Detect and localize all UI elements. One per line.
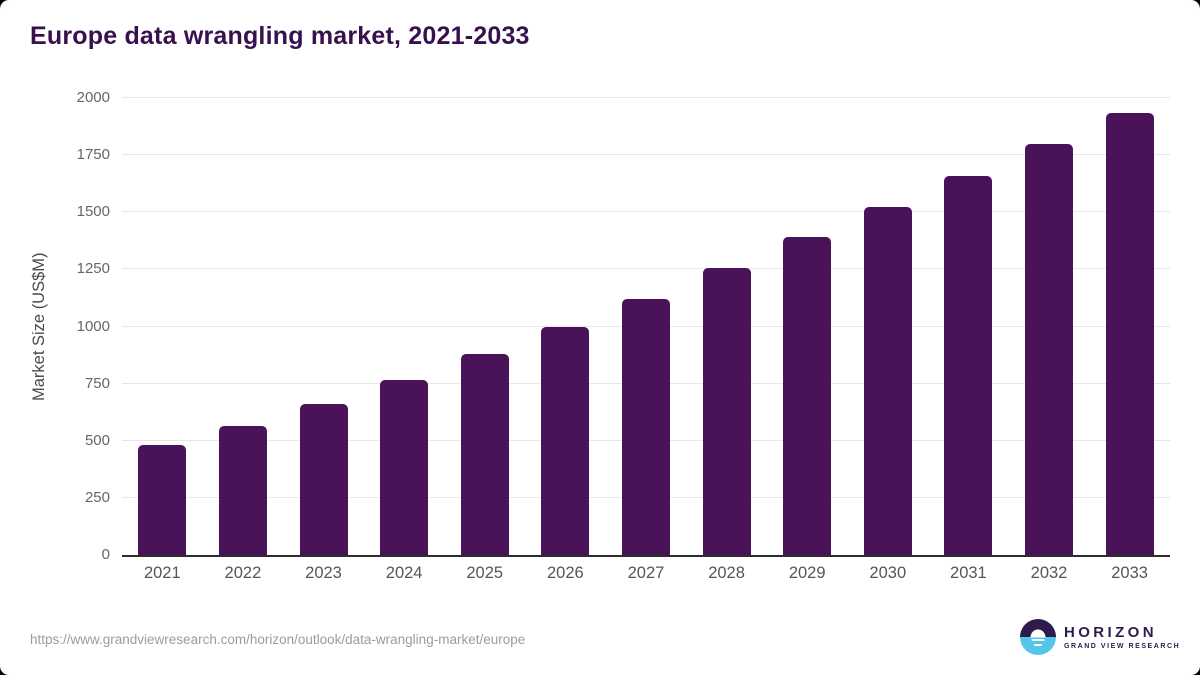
x-tick-label: 2025 xyxy=(466,564,504,582)
gridline xyxy=(122,211,1170,213)
y-axis-tick-labels: 0 250 500 750 1000 1250 1500 1750 2000 xyxy=(0,90,110,563)
horizon-logo: HORIZON GRAND VIEW RESEARCH xyxy=(1020,619,1180,655)
plot-area xyxy=(122,97,1170,557)
x-tick-label: 2031 xyxy=(950,564,987,582)
y-tick-label: 1500 xyxy=(76,203,110,221)
bar-2025 xyxy=(460,353,509,555)
bar-2026 xyxy=(541,326,590,555)
x-tick-label: 2028 xyxy=(708,564,745,582)
bar-slot xyxy=(283,98,364,555)
logo-subtitle: GRAND VIEW RESEARCH xyxy=(1064,642,1181,650)
y-tick-label: 1250 xyxy=(76,260,110,278)
x-tick-label: 2032 xyxy=(1030,564,1068,582)
y-tick-label: 750 xyxy=(84,374,110,392)
bar-2022 xyxy=(218,425,267,555)
logo-reflection-line xyxy=(1034,643,1042,646)
chart-title: Europe data wrangling market, 2021-2033 xyxy=(30,22,530,50)
x-tick-label: 2027 xyxy=(627,564,665,582)
logo-wordmark: HORIZON xyxy=(1064,623,1157,641)
bar-2033 xyxy=(1105,112,1154,555)
bar-2021 xyxy=(138,445,187,555)
x-tick-label: 2023 xyxy=(305,564,342,582)
x-tick-label: 2033 xyxy=(1111,564,1148,582)
y-tick-label: 2000 xyxy=(76,89,110,106)
gridline xyxy=(122,97,1170,98)
logo-text-block: HORIZON GRAND VIEW RESEARCH xyxy=(1064,625,1180,650)
bar-slot xyxy=(444,98,525,555)
logo-sky-half xyxy=(1020,619,1056,637)
x-tick-label: 2030 xyxy=(869,564,907,582)
y-tick-label: 1000 xyxy=(76,317,110,335)
bar-2029 xyxy=(783,237,832,555)
bar-slot xyxy=(686,98,767,555)
horizon-sun-icon xyxy=(1020,619,1056,655)
y-tick-label: 250 xyxy=(84,488,110,506)
bar-2030 xyxy=(863,206,912,555)
logo-sea-half xyxy=(1020,637,1056,655)
bar-2031 xyxy=(944,175,993,555)
bar-2027 xyxy=(621,299,670,555)
source-url: https://www.grandviewresearch.com/horizo… xyxy=(30,632,526,647)
x-tick-label: 2021 xyxy=(143,564,181,582)
gridline xyxy=(122,154,1170,156)
bar-slot xyxy=(847,98,928,555)
x-tick-label: 2024 xyxy=(385,564,423,582)
y-tick-label: 0 xyxy=(101,546,110,563)
x-axis-tick-labels: 2021 2022 2023 2024 2025 2026 2027 2028 2029 2030… xyxy=(122,564,1170,583)
logo-reflection-line xyxy=(1031,639,1045,642)
bar-slot xyxy=(1009,98,1090,555)
bar-series xyxy=(122,98,1170,555)
bar-2024 xyxy=(380,379,429,555)
bar-2023 xyxy=(299,404,348,555)
bar-slot xyxy=(525,98,606,555)
x-tick-label: 2029 xyxy=(788,564,826,582)
bar-slot xyxy=(1089,98,1170,555)
logo-sun-dome xyxy=(1030,629,1046,637)
bar-slot xyxy=(606,98,687,555)
y-tick-label: 500 xyxy=(84,431,110,449)
gridline xyxy=(122,268,1170,270)
bar-slot xyxy=(364,98,445,555)
bar-2028 xyxy=(702,268,751,555)
bar-slot xyxy=(767,98,848,555)
bar-slot xyxy=(928,98,1009,555)
bar-2032 xyxy=(1025,143,1073,555)
bar-slot xyxy=(122,98,203,555)
bar-slot xyxy=(203,98,284,555)
y-tick-label: 1750 xyxy=(76,146,110,164)
x-tick-label: 2026 xyxy=(546,564,584,582)
x-tick-label: 2022 xyxy=(224,564,262,582)
